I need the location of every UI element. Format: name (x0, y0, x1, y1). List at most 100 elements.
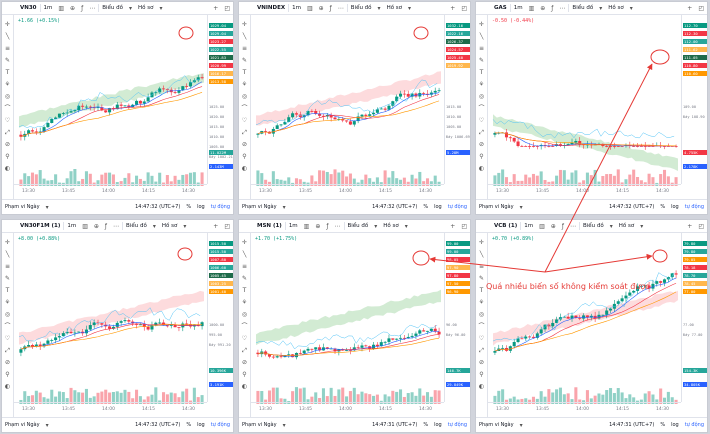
price-axis[interactable]: 1015.50 1015.50 1007.80 1006.60 1005.45 1003.… (207, 233, 233, 402)
timeframe-button[interactable]: 1m (67, 223, 77, 229)
drawing-tool-icon[interactable]: ♡ (4, 335, 11, 342)
add-icon[interactable]: + (213, 4, 219, 12)
chevron-down-icon[interactable]: ▾ (282, 203, 286, 211)
chart-panel[interactable]: VCB (1) 1m ▥ ⊕ ƒ ⋯ Biểu đồ ▾ Hồ sơ ▾ + ◰… (475, 219, 708, 433)
time-axis[interactable]: 13:30 13:45 14:00 14:15 14:30 (251, 184, 444, 199)
chart-menu-button[interactable]: Biểu đồ (126, 223, 147, 229)
symbol-name[interactable]: VNINDEX (257, 5, 286, 11)
drawing-tool-icon[interactable]: ✛ (478, 21, 485, 28)
range-button[interactable]: Phạm vi Ngày (479, 204, 514, 210)
drawing-tool-icon[interactable]: ⌒ (4, 105, 11, 112)
drawing-tool-icon[interactable]: ⚘ (478, 299, 485, 306)
percent-toggle[interactable]: % (186, 422, 192, 428)
price-chart[interactable] (251, 15, 446, 186)
candles-icon[interactable]: ▥ (539, 222, 545, 230)
log-toggle[interactable]: log (434, 422, 442, 428)
compare-icon[interactable]: ⊕ (318, 4, 324, 12)
percent-toggle[interactable]: % (660, 422, 666, 428)
chevron-down-icon[interactable]: ▾ (408, 4, 412, 12)
drawing-tool-icon[interactable]: ⤢ (5, 129, 10, 136)
camera-icon[interactable]: ◰ (698, 222, 704, 230)
chevron-down-icon[interactable]: ▾ (640, 222, 644, 230)
price-chart[interactable] (14, 15, 209, 186)
drawing-tool-icon[interactable]: ⊘ (478, 141, 485, 148)
drawing-tool-icon[interactable]: ⌒ (241, 323, 248, 330)
drawing-tool-icon[interactable]: T (479, 69, 484, 76)
chevron-down-icon[interactable]: ▾ (152, 222, 156, 230)
drawing-tool-icon[interactable]: ◐ (241, 165, 248, 172)
symbol-name[interactable]: VCB (1) (494, 223, 518, 229)
timeframe-button[interactable]: 1m (513, 5, 523, 11)
price-axis[interactable]: 112.70 112.30 112.00 111.62 111.05 110.80 110.… (681, 15, 707, 184)
drawing-tool-icon[interactable]: ◐ (478, 383, 485, 390)
drawing-tool-icon[interactable]: ⚲ (242, 371, 247, 378)
drawing-tool-icon[interactable]: ⤢ (479, 347, 484, 354)
drawing-tool-icon[interactable]: ⌒ (241, 105, 248, 112)
log-toggle[interactable]: log (434, 204, 442, 210)
chevron-down-icon[interactable]: ▾ (374, 222, 378, 230)
more-icon[interactable]: ⋯ (89, 4, 96, 12)
add-icon[interactable]: + (687, 222, 693, 230)
add-icon[interactable]: + (687, 4, 693, 12)
range-button[interactable]: Phạm vi Ngày (242, 204, 277, 210)
drawing-tool-icon[interactable]: T (242, 287, 247, 294)
indicators-icon[interactable]: ƒ (329, 4, 332, 12)
drawing-tool-icon[interactable]: ✛ (4, 239, 11, 246)
drawing-tool-icon[interactable]: ⚲ (479, 153, 484, 160)
chevron-down-icon[interactable]: ▾ (128, 4, 132, 12)
drawing-tool-icon[interactable]: ⚲ (479, 371, 484, 378)
log-toggle[interactable]: log (197, 422, 205, 428)
drawing-tool-icon[interactable]: ◎ (478, 93, 485, 100)
add-icon[interactable]: + (450, 4, 456, 12)
drawing-tool-icon[interactable]: ♡ (478, 117, 485, 124)
drawing-tool-icon[interactable]: ⚲ (242, 153, 247, 160)
drawing-tool-icon[interactable]: ✎ (4, 275, 11, 282)
drawing-tool-icon[interactable]: ≡ (478, 45, 485, 52)
indicators-icon[interactable]: ƒ (104, 222, 108, 230)
drawing-tool-icon[interactable]: ≡ (241, 45, 248, 52)
camera-icon[interactable]: ◰ (461, 222, 467, 230)
drawing-tool-icon[interactable]: ♡ (478, 335, 485, 342)
drawing-tool-icon[interactable]: T (242, 69, 247, 76)
compare-icon[interactable]: ⊕ (93, 222, 99, 230)
drawing-tool-icon[interactable]: ◎ (241, 93, 248, 100)
clock-readout[interactable]: 14:47:32 (UTC+7) (135, 422, 181, 428)
drawing-tool-icon[interactable]: ✎ (241, 57, 248, 64)
indicators-icon[interactable]: ƒ (81, 4, 84, 12)
range-button[interactable]: Phạm vi Ngày (479, 422, 514, 428)
drawing-tool-icon[interactable]: ⊘ (478, 359, 485, 366)
camera-icon[interactable]: ◰ (224, 222, 230, 230)
chevron-down-icon[interactable]: ▾ (599, 4, 603, 12)
camera-icon[interactable]: ◰ (461, 4, 467, 12)
drawing-tool-icon[interactable]: ╲ (479, 251, 484, 258)
timeframe-button[interactable]: 1m (43, 5, 53, 11)
compare-icon[interactable]: ⊕ (315, 222, 321, 230)
chart-panel[interactable]: VN30 1m ▥ ⊕ ƒ ⋯ Biểu đồ ▾ Hồ sơ ▾ + ◰ ✛ ╲ ≡… (1, 1, 234, 215)
chevron-down-icon[interactable]: ▾ (45, 421, 49, 429)
drawing-tool-icon[interactable]: ⚘ (4, 81, 11, 88)
drawing-tool-icon[interactable]: ╲ (242, 251, 247, 258)
candles-icon[interactable]: ▥ (303, 222, 310, 230)
drawing-tool-icon[interactable]: T (479, 287, 484, 294)
chevron-down-icon[interactable]: ▾ (519, 203, 523, 211)
candles-icon[interactable]: ▥ (58, 4, 65, 12)
chevron-down-icon[interactable]: ▾ (45, 203, 49, 211)
timeframe-button[interactable]: 1m (524, 223, 534, 229)
chart-panel[interactable]: VN30F1M (1) 1m ▥ ⊕ ƒ ⋯ Biểu đồ ▾ Hồ sơ ▾… (1, 219, 234, 433)
profile-menu-button[interactable]: Hồ sơ (608, 5, 624, 11)
drawing-tool-icon[interactable]: ◐ (4, 383, 11, 390)
drawing-tool-icon[interactable]: ⤢ (242, 129, 247, 136)
profile-menu-button[interactable]: Hồ sơ (138, 5, 154, 11)
more-icon[interactable]: ⋯ (559, 4, 566, 12)
drawing-tool-icon[interactable]: ⤢ (242, 347, 247, 354)
drawing-tool-icon[interactable]: T (5, 69, 10, 76)
symbol-name[interactable]: MSN (1) (257, 223, 282, 229)
drawing-tool-icon[interactable]: ♡ (241, 335, 248, 342)
log-toggle[interactable]: log (671, 204, 679, 210)
drawing-tool-icon[interactable]: ⌒ (4, 323, 11, 330)
time-axis[interactable]: 13:30 13:45 14:00 14:15 14:30 (14, 402, 207, 417)
percent-toggle[interactable]: % (423, 204, 429, 210)
drawing-tool-icon[interactable]: ≡ (241, 263, 248, 270)
drawing-tool-icon[interactable]: ⚘ (241, 81, 248, 88)
clock-readout[interactable]: 14:47:31 (UTC+7) (609, 422, 655, 428)
